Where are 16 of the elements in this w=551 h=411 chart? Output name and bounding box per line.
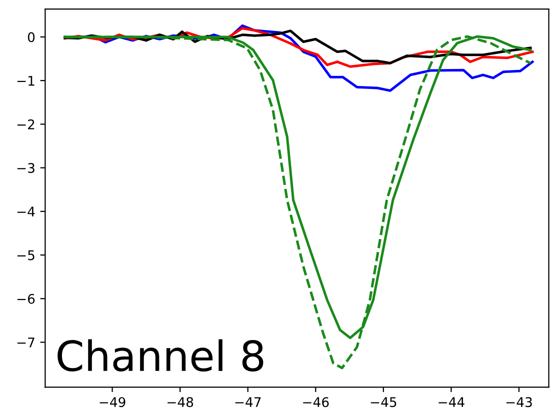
annotation: Channel 8 <box>58 339 264 372</box>
y-tick-label: −3 <box>17 163 34 173</box>
y-tick-label: −5 <box>17 250 34 260</box>
y-tick-label: −6 <box>17 294 35 304</box>
y-tick-label: 0 <box>28 32 35 42</box>
x-tick-label: −44 <box>438 397 464 407</box>
y-tick-label: −4 <box>17 206 35 216</box>
y-tick-label: −7 <box>17 338 34 348</box>
x-tick-label: −49 <box>100 397 126 408</box>
x-tick-label: −47 <box>235 397 261 407</box>
x-tick-label: −46 <box>303 397 329 408</box>
y-tick-label: −2 <box>17 119 34 130</box>
x-tick-label: −43 <box>506 397 532 408</box>
x-tick-label: −45 <box>370 397 396 408</box>
y-tick-label: −1 <box>17 76 34 86</box>
x-tick-label: −48 <box>168 397 194 408</box>
